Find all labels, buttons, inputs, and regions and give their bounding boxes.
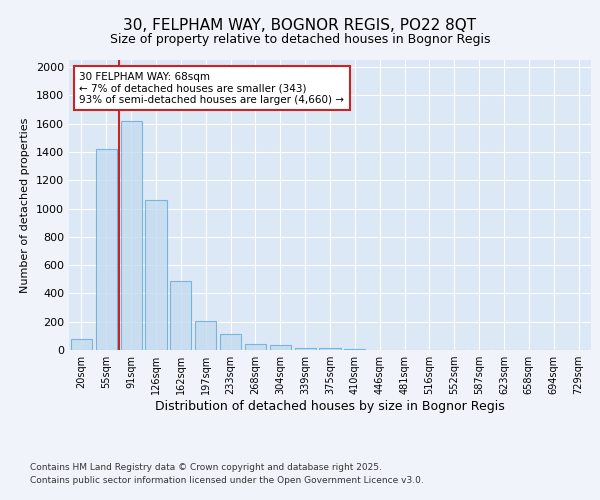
Bar	[170, 280, 191, 350]
Bar	[319, 348, 341, 350]
Bar	[96, 149, 117, 350]
Bar	[245, 344, 266, 350]
Text: Contains public sector information licensed under the Open Government Licence v3: Contains public sector information licen…	[30, 476, 424, 485]
Bar	[295, 348, 316, 350]
Bar	[145, 200, 167, 350]
Bar	[71, 338, 92, 350]
Text: Size of property relative to detached houses in Bognor Regis: Size of property relative to detached ho…	[110, 32, 490, 46]
Bar	[195, 321, 216, 350]
Text: Contains HM Land Registry data © Crown copyright and database right 2025.: Contains HM Land Registry data © Crown c…	[30, 462, 382, 471]
Bar	[121, 121, 142, 350]
Y-axis label: Number of detached properties: Number of detached properties	[20, 118, 31, 292]
Text: 30, FELPHAM WAY, BOGNOR REGIS, PO22 8QT: 30, FELPHAM WAY, BOGNOR REGIS, PO22 8QT	[124, 18, 476, 32]
Text: 30 FELPHAM WAY: 68sqm
← 7% of detached houses are smaller (343)
93% of semi-deta: 30 FELPHAM WAY: 68sqm ← 7% of detached h…	[79, 72, 344, 105]
Bar	[344, 348, 365, 350]
Bar	[220, 334, 241, 350]
Bar	[270, 345, 291, 350]
X-axis label: Distribution of detached houses by size in Bognor Regis: Distribution of detached houses by size …	[155, 400, 505, 413]
